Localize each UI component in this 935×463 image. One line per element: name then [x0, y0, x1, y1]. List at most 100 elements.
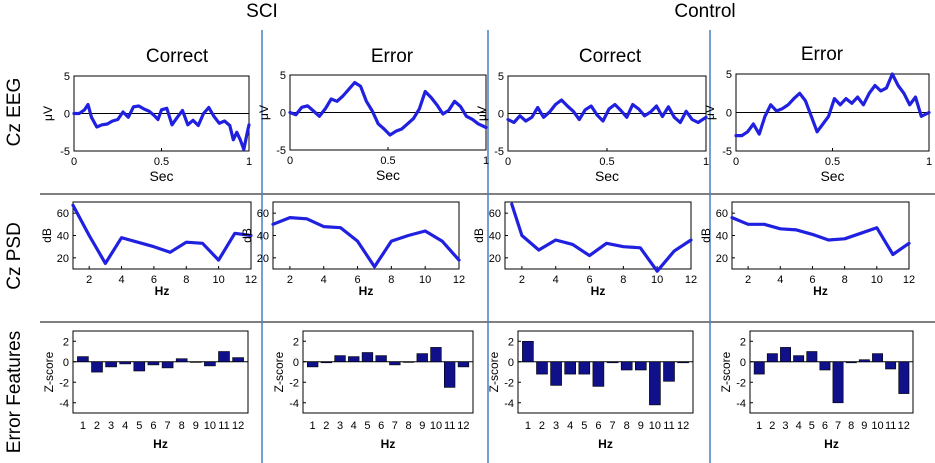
x-axis-label: Sec — [595, 168, 619, 184]
y-axis-label: dB — [699, 228, 713, 243]
x-tick-label: 10 — [430, 420, 442, 432]
x-tick-label: 2 — [769, 420, 775, 432]
x-tick-label: 7 — [835, 420, 841, 432]
x-axis-label: Hz — [598, 437, 613, 451]
x-tick-label: 9 — [193, 420, 199, 432]
y-tick-label: -2 — [289, 377, 299, 389]
bar-12 — [232, 357, 244, 363]
x-tick-label: 3 — [782, 420, 788, 432]
row-label-error-features: Error Features — [4, 331, 25, 453]
x-tick-label: 0.5 — [380, 155, 395, 167]
x-tick-label: 10 — [213, 274, 225, 286]
y-tick-label: -2 — [59, 377, 69, 389]
axes-box — [302, 330, 474, 414]
x-tick-label: 2 — [86, 274, 92, 286]
x-tick-label: 0 — [71, 156, 77, 168]
y-tick-label: 40 — [716, 231, 728, 243]
bar-11 — [443, 361, 456, 388]
x-tick-label: 11 — [218, 420, 229, 432]
x-tick-label: 12 — [903, 274, 915, 286]
x-tick-label: 8 — [406, 420, 412, 432]
y-tick-label: 20 — [716, 253, 728, 265]
y-tick-label: 2 — [508, 336, 514, 348]
x-tick-label: 5 — [364, 420, 370, 432]
bar-6 — [819, 361, 831, 371]
y-tick-label: 2 — [740, 336, 746, 348]
y-tick-label: 5 — [498, 71, 504, 83]
y-tick-label: -5 — [276, 145, 286, 157]
y-tick-label: 0 — [498, 109, 504, 121]
x-tick-label: 12 — [457, 420, 469, 432]
y-axis-label: μV — [257, 105, 271, 120]
series-line — [734, 72, 931, 138]
x-tick-label: 10 — [871, 274, 883, 286]
bar-10 — [872, 353, 884, 363]
series-line — [730, 216, 911, 257]
x-tick-label: 9 — [861, 420, 867, 432]
group-title-sci: SCI — [246, 1, 278, 22]
y-axis-label: μV — [475, 106, 489, 121]
x-axis-label: Sec — [149, 168, 173, 184]
x-tick-label: 3 — [337, 420, 343, 432]
x-tick-label: 8 — [179, 420, 185, 432]
x-axis-label: Hz — [824, 437, 839, 451]
bar-4 — [348, 356, 360, 363]
x-tick-label: 12 — [677, 420, 689, 432]
x-tick-label: 9 — [638, 420, 644, 432]
bar-9 — [190, 361, 202, 363]
series-line — [510, 202, 693, 273]
y-tick-label: 5 — [280, 70, 286, 82]
x-tick-label: 0 — [505, 156, 511, 168]
y-tick-label: 20 — [257, 253, 269, 265]
row-label-cz-psd: Cz PSD — [4, 222, 25, 290]
x-tick-label: 5 — [581, 420, 587, 432]
x-tick-label: 1 — [80, 420, 86, 432]
x-tick-label: 12 — [245, 274, 257, 286]
x-tick-label: 2 — [745, 274, 751, 286]
axes-box — [749, 330, 914, 414]
bar-10 — [649, 361, 661, 406]
x-tick-label: 6 — [378, 420, 384, 432]
bar-8 — [845, 361, 857, 364]
x-tick-label: 2 — [323, 420, 329, 432]
x-tick-label: 0 — [733, 156, 739, 168]
y-tick-label: 0 — [280, 108, 286, 120]
bar-5 — [361, 352, 374, 362]
y-tick-label: -2 — [736, 377, 746, 389]
bar-3 — [550, 361, 562, 386]
y-tick-label: 0 — [64, 109, 70, 121]
bar-8 — [620, 361, 633, 371]
y-tick-label: 0 — [740, 357, 746, 369]
axes-box — [72, 330, 249, 414]
y-axis-label: μV — [703, 105, 717, 120]
y-axis-label: Z-score — [42, 351, 56, 392]
x-tick-label: 5 — [136, 420, 142, 432]
axes-box — [504, 201, 692, 270]
x-tick-label: 4 — [321, 274, 327, 286]
x-tick-label: 1 — [926, 156, 932, 168]
x-tick-label: 4 — [122, 420, 128, 432]
x-tick-label: 10 — [649, 420, 661, 432]
x-tick-label: 11 — [663, 420, 674, 432]
bar-2 — [766, 353, 778, 363]
bar-5 — [133, 361, 146, 372]
x-tick-label: 6 — [595, 420, 601, 432]
x-tick-label: 2 — [519, 274, 525, 286]
bar-8 — [402, 361, 415, 363]
series-line — [288, 80, 488, 137]
y-tick-label: -2 — [504, 377, 514, 389]
x-tick-label: 8 — [183, 274, 189, 286]
x-tick-label: 3 — [553, 420, 559, 432]
y-tick-label: 20 — [57, 253, 69, 265]
x-tick-label: 8 — [624, 420, 630, 432]
x-tick-label: 10 — [871, 420, 883, 432]
x-tick-label: 4 — [351, 420, 357, 432]
axes-box — [72, 201, 252, 270]
x-axis-label: Hz — [153, 437, 168, 451]
